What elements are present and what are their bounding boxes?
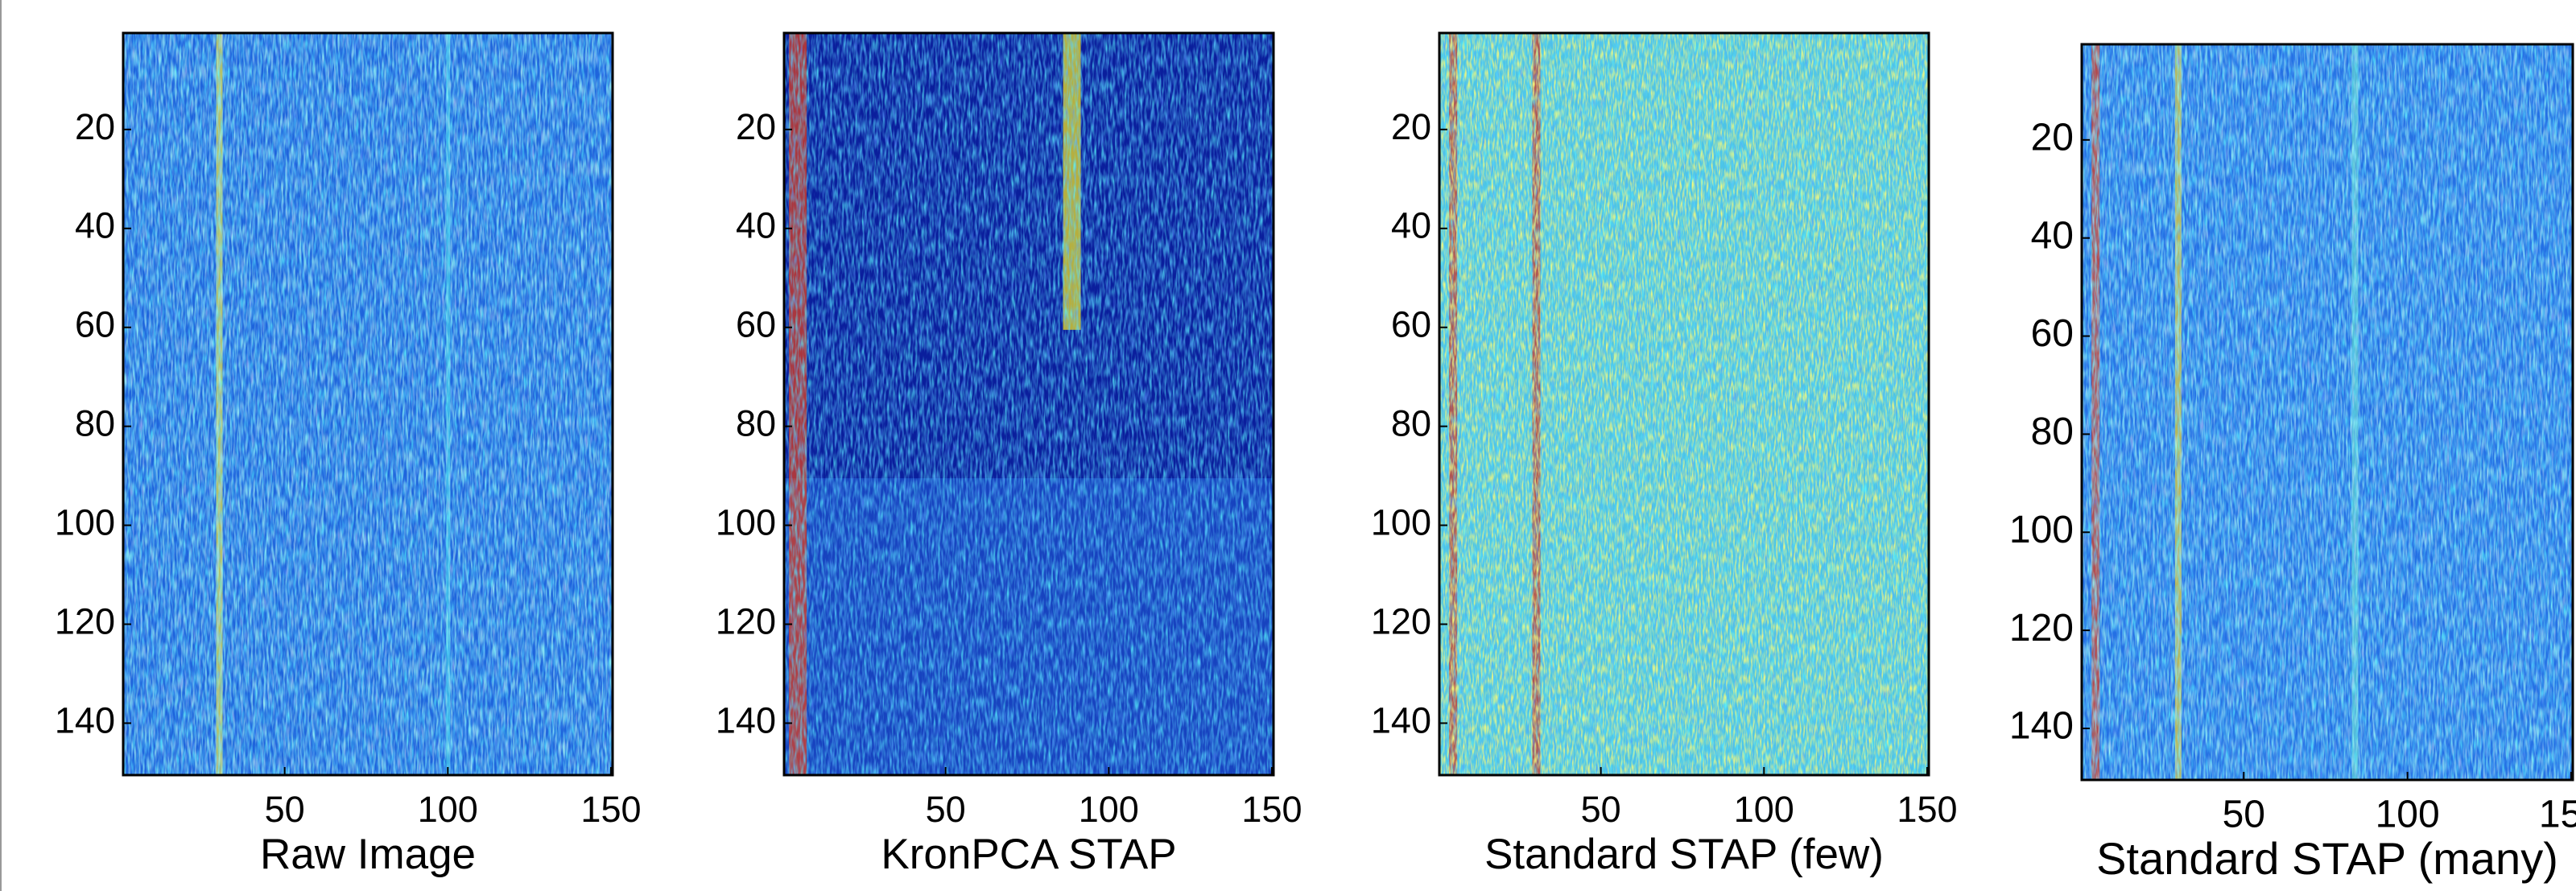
y-tick-label: 100 — [55, 501, 115, 542]
axes-frame — [2080, 43, 2574, 782]
panel-title: KronPCA STAP — [881, 831, 1176, 878]
y-tick-label: 40 — [736, 205, 776, 246]
heatmap-noise — [2082, 44, 2573, 780]
x-tick-label: 100 — [1079, 789, 1139, 830]
heatmap-noise — [784, 33, 1274, 775]
x-tick-label: 150 — [1897, 789, 1957, 830]
y-tick-label: 80 — [2031, 410, 2074, 453]
heatmap-image — [2082, 44, 2573, 780]
x-tick-label: 100 — [1734, 789, 1794, 830]
x-tick-label: 50 — [926, 789, 966, 830]
y-tick-label: 40 — [2031, 214, 2074, 257]
y-tick-label: 20 — [736, 106, 776, 147]
y-tick-label: 20 — [2031, 116, 2074, 159]
y-tick-label: 40 — [75, 205, 115, 246]
y-tick-label: 60 — [75, 304, 115, 345]
y-tick-label: 80 — [736, 403, 776, 444]
y-tick-label: 120 — [716, 600, 776, 641]
y-tick-label: 120 — [55, 600, 115, 641]
x-tick-label: 50 — [2223, 794, 2265, 836]
x-tick-label: 150 — [1241, 789, 1302, 830]
y-tick-label: 60 — [736, 304, 776, 345]
y-tick-label: 80 — [1391, 403, 1431, 444]
y-tick-label: 120 — [1371, 600, 1431, 641]
y-tick-label: 140 — [55, 699, 115, 740]
heatmap-image — [1439, 33, 1929, 775]
x-tick-label: 50 — [1581, 789, 1621, 830]
y-tick-label: 140 — [716, 699, 776, 740]
axes-frame — [1438, 31, 1930, 777]
y-tick-label: 60 — [1391, 304, 1431, 345]
y-tick-label: 20 — [75, 106, 115, 147]
x-tick-label: 100 — [2376, 794, 2440, 836]
y-tick-label: 40 — [1391, 205, 1431, 246]
x-tick-label: 100 — [418, 789, 478, 830]
y-tick-label: 100 — [716, 501, 776, 542]
heatmap-image — [784, 33, 1274, 775]
subplot: 20 40 60 80 100 120 140 50 100 150 Raw Image — [55, 31, 642, 878]
axes-frame — [122, 31, 614, 777]
y-tick-label: 120 — [2009, 607, 2074, 650]
subplot: 20 40 60 80 100 120 140 50 100 150 KronPCA STAP — [716, 31, 1302, 878]
y-tick-label: 100 — [1371, 501, 1431, 542]
y-tick-label: 80 — [75, 403, 115, 444]
x-tick-label: 150 — [580, 789, 641, 830]
panel-title: Raw Image — [260, 831, 476, 878]
panel-title: Standard STAP (few) — [1484, 831, 1884, 878]
x-tick-label: 50 — [265, 789, 305, 830]
heatmap-noise — [1439, 33, 1929, 775]
y-tick-label: 140 — [1371, 699, 1431, 740]
subplot: 20 40 60 80 100 120 140 50 100 150 Standard STAP (… — [1371, 31, 1958, 878]
x-tick-label: 150 — [2539, 794, 2576, 836]
panel-title: Standard STAP (many) — [2096, 833, 2558, 884]
y-tick-label: 100 — [2009, 509, 2074, 551]
heatmap-image — [123, 33, 613, 775]
axes-frame — [782, 31, 1275, 777]
y-tick-label: 60 — [2031, 312, 2074, 355]
heatmap-noise — [123, 33, 613, 775]
y-tick-label: 20 — [1391, 106, 1431, 147]
y-tick-label: 140 — [2009, 705, 2074, 748]
